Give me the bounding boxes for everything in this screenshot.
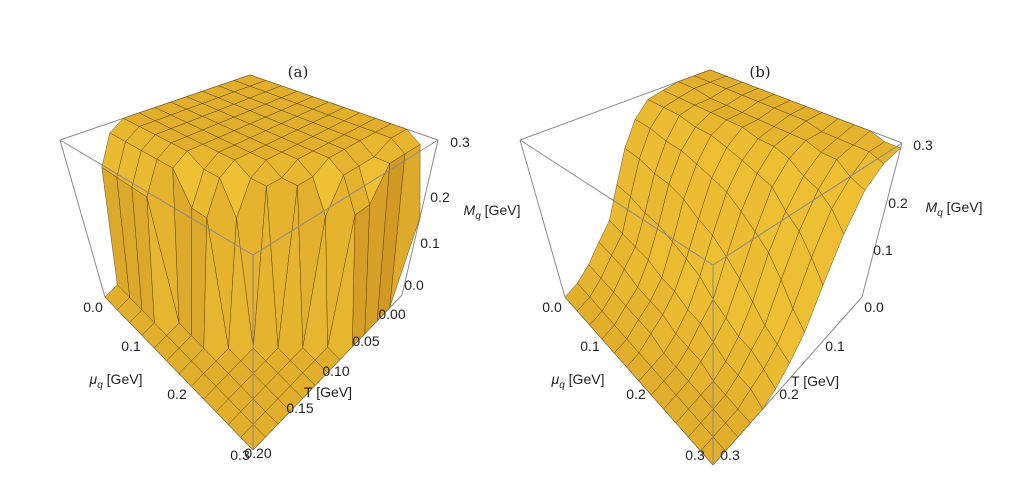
x-label-symbol: μ (89, 371, 98, 388)
z-tick: 0.3 (913, 137, 933, 153)
x-tick: 0.0 (542, 299, 562, 315)
panel-a-title: (a) (287, 63, 309, 81)
box-edge (59, 139, 254, 256)
y-tick: 0.0 (864, 299, 884, 315)
y-tick: 0.00 (378, 306, 406, 322)
z-axis-label: Mq [GeV] (464, 202, 521, 222)
z-label-sub: q (475, 210, 481, 222)
y-tick: 0.1 (825, 338, 845, 354)
z-tick: 0.1 (873, 242, 893, 258)
z-tick: 0.3 (450, 134, 470, 150)
y-tick: 0.3 (720, 447, 740, 463)
x-label-unit: [GeV] (568, 371, 605, 388)
box-edge (519, 139, 714, 266)
x-axis-label: μq [GeV] (552, 371, 605, 391)
z-tick: 0.2 (430, 189, 450, 205)
z-label-unit: [GeV] (946, 199, 983, 216)
x-tick: 0.2 (167, 386, 187, 402)
x-tick: 0.3 (685, 447, 705, 463)
box-edge (252, 139, 439, 256)
x-tick: 0.3 (230, 447, 250, 463)
z-tick: 0.2 (888, 195, 908, 211)
z-tick: 0.1 (420, 235, 440, 251)
z-tick: 0.0 (404, 277, 424, 293)
x-tick: 0.1 (580, 338, 600, 354)
x-label-symbol: μ (551, 371, 560, 388)
x-tick: 0.0 (83, 299, 103, 315)
y-axis-label: T [GeV] (304, 384, 352, 400)
y-tick: 0.20 (244, 445, 272, 461)
z-label-symbol: M (463, 202, 476, 219)
box-edge (861, 142, 903, 298)
y-tick: 0.10 (322, 363, 350, 379)
panel-b-title: (b) (749, 63, 771, 81)
x-axis-label: μq [GeV] (90, 371, 143, 391)
z-label-unit: [GeV] (484, 202, 521, 219)
z-label-sub: q (937, 207, 943, 219)
box-edge (519, 139, 566, 298)
box-edge (59, 139, 106, 298)
x-label-sub: q (97, 379, 103, 391)
x-label-sub: q (559, 379, 565, 391)
x-tick: 0.2 (626, 386, 646, 402)
y-axis-label: T [GeV] (791, 373, 839, 389)
box-edge (712, 142, 903, 266)
x-label-unit: [GeV] (106, 371, 143, 388)
y-tick: 0.05 (352, 333, 380, 349)
x-tick: 0.1 (121, 338, 141, 354)
y-tick: 0.15 (286, 400, 314, 416)
y-tick: 0.2 (779, 386, 799, 402)
z-axis-label: Mq [GeV] (926, 199, 983, 219)
z-label-symbol: M (925, 199, 938, 216)
